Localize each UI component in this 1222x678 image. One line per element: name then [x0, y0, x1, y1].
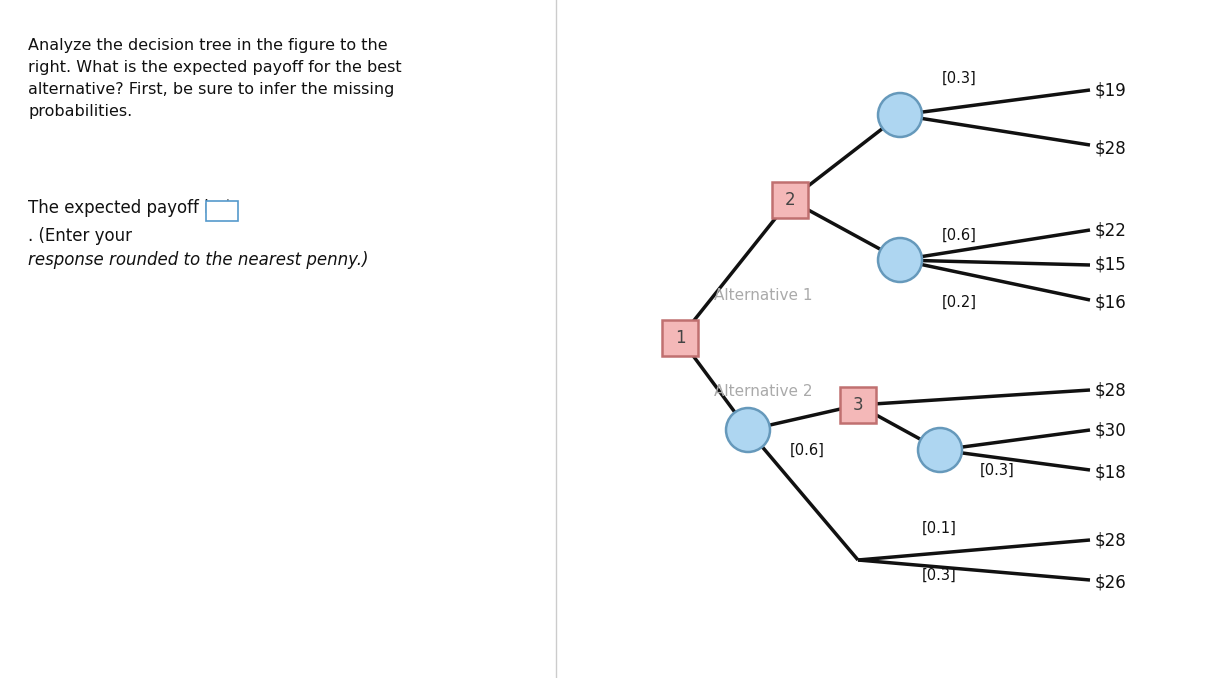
- Text: response rounded to the nearest penny.): response rounded to the nearest penny.): [28, 251, 369, 269]
- Text: [0.3]: [0.3]: [942, 71, 976, 85]
- Ellipse shape: [726, 408, 770, 452]
- FancyBboxPatch shape: [772, 182, 808, 218]
- Text: $28: $28: [1095, 531, 1127, 549]
- Text: alternative? First, be sure to infer the missing: alternative? First, be sure to infer the…: [28, 82, 395, 97]
- Text: The expected payoff is $: The expected payoff is $: [28, 199, 233, 217]
- Text: [0.6]: [0.6]: [789, 443, 825, 458]
- Ellipse shape: [918, 428, 962, 472]
- Text: [0.6]: [0.6]: [942, 228, 976, 243]
- Text: [0.2]: [0.2]: [942, 294, 978, 309]
- FancyBboxPatch shape: [662, 320, 698, 356]
- Text: $28: $28: [1095, 381, 1127, 399]
- Text: right. What is the expected payoff for the best: right. What is the expected payoff for t…: [28, 60, 402, 75]
- Text: 1: 1: [675, 329, 686, 347]
- Text: Alternative 1: Alternative 1: [714, 287, 813, 302]
- Text: $19: $19: [1095, 81, 1127, 99]
- Text: [0.3]: [0.3]: [923, 567, 957, 582]
- Text: 3: 3: [853, 396, 863, 414]
- Text: $30: $30: [1095, 421, 1127, 439]
- Text: $16: $16: [1095, 293, 1127, 311]
- Text: $28: $28: [1095, 139, 1127, 157]
- Text: [0.1]: [0.1]: [923, 521, 957, 536]
- Text: $22: $22: [1095, 221, 1127, 239]
- Text: $26: $26: [1095, 573, 1127, 591]
- FancyBboxPatch shape: [840, 387, 876, 423]
- Text: $15: $15: [1095, 256, 1127, 274]
- Text: Analyze the decision tree in the figure to the: Analyze the decision tree in the figure …: [28, 38, 387, 53]
- FancyBboxPatch shape: [207, 201, 238, 221]
- Ellipse shape: [877, 238, 923, 282]
- Text: $18: $18: [1095, 463, 1127, 481]
- Ellipse shape: [877, 93, 923, 137]
- Text: Alternative 2: Alternative 2: [714, 384, 813, 399]
- Text: 2: 2: [785, 191, 796, 209]
- Text: [0.3]: [0.3]: [980, 462, 1014, 477]
- Text: probabilities.: probabilities.: [28, 104, 132, 119]
- Text: . (Enter your: . (Enter your: [28, 227, 132, 245]
